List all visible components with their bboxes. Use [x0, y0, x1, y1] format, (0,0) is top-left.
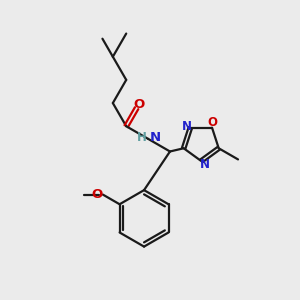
Text: O: O [207, 116, 217, 129]
Text: N: N [182, 120, 192, 133]
Text: N: N [150, 131, 161, 144]
Text: O: O [91, 188, 102, 201]
Text: O: O [133, 98, 144, 111]
Text: H: H [137, 131, 147, 144]
Text: N: N [200, 158, 210, 171]
